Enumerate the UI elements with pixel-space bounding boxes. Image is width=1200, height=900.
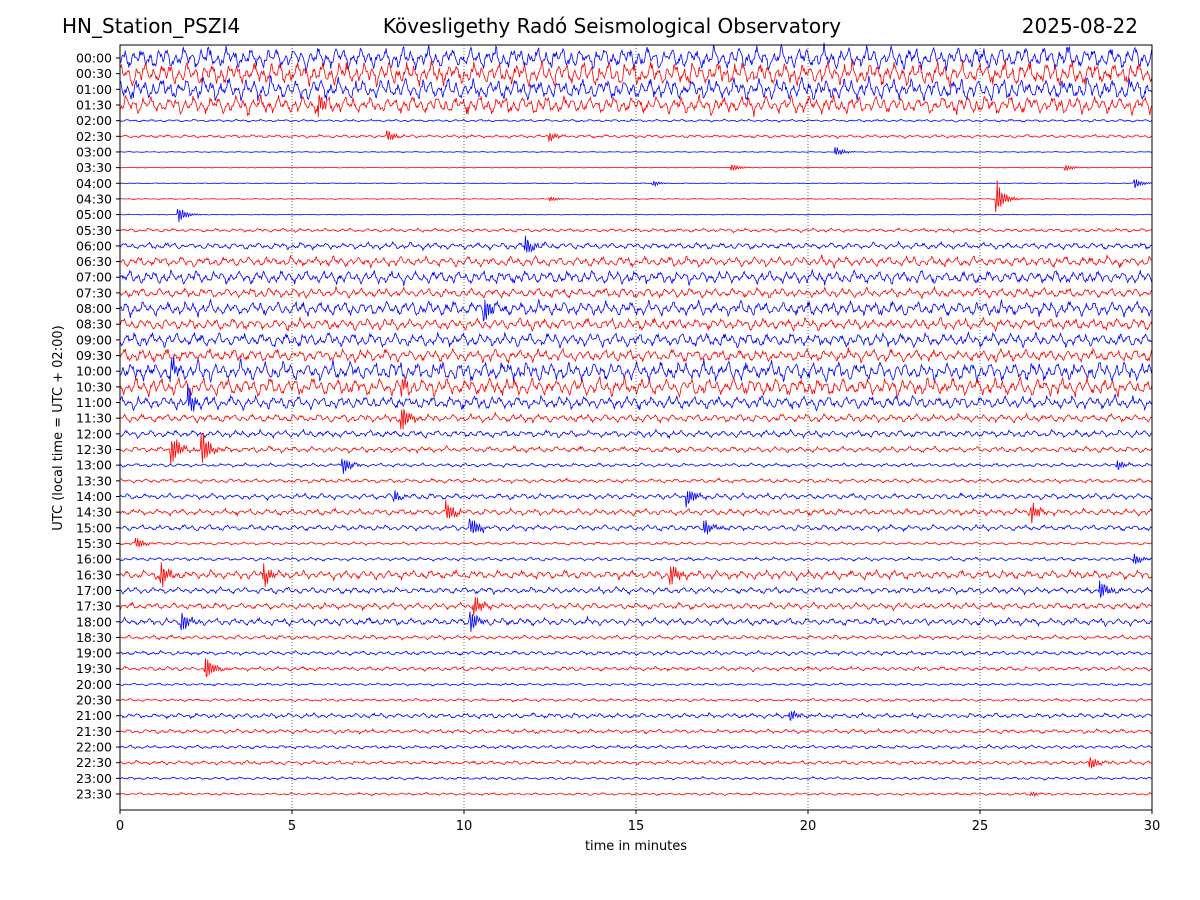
trace-1200 bbox=[119, 428, 1153, 440]
grid-group bbox=[291, 45, 981, 810]
y-tick-label: 11:00 bbox=[76, 395, 112, 410]
trace-1430 bbox=[120, 499, 1153, 524]
x-tick-label: 20 bbox=[800, 819, 817, 834]
y-tick-label: 14:30 bbox=[76, 505, 112, 520]
y-tick-label: 22:30 bbox=[76, 755, 112, 770]
x-tick-label: 0 bbox=[116, 819, 124, 834]
y-tick-label: 19:00 bbox=[76, 646, 112, 661]
x-tick-label: 10 bbox=[456, 819, 473, 834]
x-axis: 0 5 10 15 20 25 30 bbox=[116, 810, 1160, 834]
y-tick-label: 04:00 bbox=[76, 176, 112, 191]
y-tick-label: 09:00 bbox=[76, 332, 112, 347]
trace-1630 bbox=[119, 562, 1153, 588]
y-tick-label: 03:00 bbox=[76, 144, 112, 159]
y-tick-label: 05:30 bbox=[76, 223, 112, 238]
trace-group bbox=[119, 42, 1153, 798]
x-tick-label: 25 bbox=[972, 819, 989, 834]
trace-1930 bbox=[120, 658, 1153, 678]
y-tick-label: 19:30 bbox=[76, 661, 112, 676]
observatory-title: Kövesligethy Radó Seismological Observat… bbox=[382, 14, 842, 38]
y-tick-label: 12:00 bbox=[76, 426, 112, 441]
y-tick-label: 23:00 bbox=[76, 771, 112, 786]
y-tick-label: 13:00 bbox=[76, 458, 112, 473]
y-axis-label: UTC (local time = UTC + 02:00) bbox=[51, 325, 66, 530]
x-tick-label: 30 bbox=[1144, 819, 1161, 834]
y-tick-label: 15:00 bbox=[76, 520, 112, 535]
y-tick-label: 16:30 bbox=[76, 567, 112, 582]
y-tick-label: 15:30 bbox=[76, 536, 112, 551]
y-tick-label: 17:30 bbox=[76, 599, 112, 614]
trace-1500 bbox=[119, 518, 1153, 535]
y-tick-label: 02:00 bbox=[76, 113, 112, 128]
date-title: 2025-08-22 bbox=[1021, 14, 1138, 38]
y-tick-label: 01:00 bbox=[76, 82, 112, 97]
y-tick-label: 11:30 bbox=[76, 411, 112, 426]
y-tick-label: 00:00 bbox=[76, 51, 112, 66]
y-tick-labels: 00:0000:3001:0001:3002:0002:3003:0003:30… bbox=[76, 51, 120, 802]
y-tick-label: 02:30 bbox=[76, 129, 112, 144]
trace-1030 bbox=[120, 375, 1153, 399]
y-tick-label: 03:30 bbox=[76, 160, 112, 175]
y-tick-label: 20:30 bbox=[76, 693, 112, 708]
trace-2100 bbox=[119, 710, 1153, 721]
y-tick-label: 06:00 bbox=[76, 238, 112, 253]
y-tick-label: 20:00 bbox=[76, 677, 112, 692]
trace-1800 bbox=[119, 611, 1153, 632]
y-tick-label: 22:00 bbox=[76, 740, 112, 755]
y-tick-label: 18:00 bbox=[76, 614, 112, 629]
y-tick-label: 01:30 bbox=[76, 97, 112, 112]
trace-0300 bbox=[120, 146, 1153, 156]
y-tick-label: 00:30 bbox=[76, 66, 112, 81]
trace-1900 bbox=[119, 649, 1153, 657]
y-tick-label: 09:30 bbox=[76, 348, 112, 363]
y-tick-label: 21:00 bbox=[76, 708, 112, 723]
y-tick-label: 13:30 bbox=[76, 473, 112, 488]
x-axis-label: time in minutes bbox=[585, 839, 687, 854]
y-tick-label: 18:30 bbox=[76, 630, 112, 645]
y-tick-label: 08:30 bbox=[76, 317, 112, 332]
trace-2130 bbox=[119, 727, 1153, 735]
trace-2330 bbox=[119, 790, 1153, 798]
y-tick-label: 16:00 bbox=[76, 552, 112, 567]
trace-0000 bbox=[119, 42, 1153, 72]
trace-0700 bbox=[119, 268, 1153, 286]
station-title: HN_Station_PSZI4 bbox=[62, 14, 241, 38]
trace-2200 bbox=[119, 743, 1153, 750]
trace-0500 bbox=[120, 209, 1152, 223]
y-tick-label: 17:00 bbox=[76, 583, 112, 598]
y-tick-label: 23:30 bbox=[76, 787, 112, 802]
trace-1230 bbox=[119, 432, 1153, 465]
trace-0230 bbox=[119, 130, 1153, 142]
x-tick-label: 15 bbox=[628, 819, 645, 834]
trace-0330 bbox=[120, 164, 1153, 171]
trace-1100 bbox=[119, 384, 1153, 412]
trace-1530 bbox=[119, 537, 1153, 548]
y-tick-label: 07:00 bbox=[76, 270, 112, 285]
y-tick-label: 06:30 bbox=[76, 254, 112, 269]
y-tick-label: 21:30 bbox=[76, 724, 112, 739]
y-tick-label: 10:30 bbox=[76, 379, 112, 394]
y-tick-label: 07:30 bbox=[76, 285, 112, 300]
y-tick-label: 04:30 bbox=[76, 191, 112, 206]
y-tick-label: 14:00 bbox=[76, 489, 112, 504]
y-tick-label: 10:00 bbox=[76, 364, 112, 379]
trace-0830 bbox=[119, 316, 1153, 333]
x-tick-label: 5 bbox=[288, 819, 296, 834]
y-tick-label: 08:00 bbox=[76, 301, 112, 316]
y-tick-label: 05:00 bbox=[76, 207, 112, 222]
y-tick-label: 12:30 bbox=[76, 442, 112, 457]
